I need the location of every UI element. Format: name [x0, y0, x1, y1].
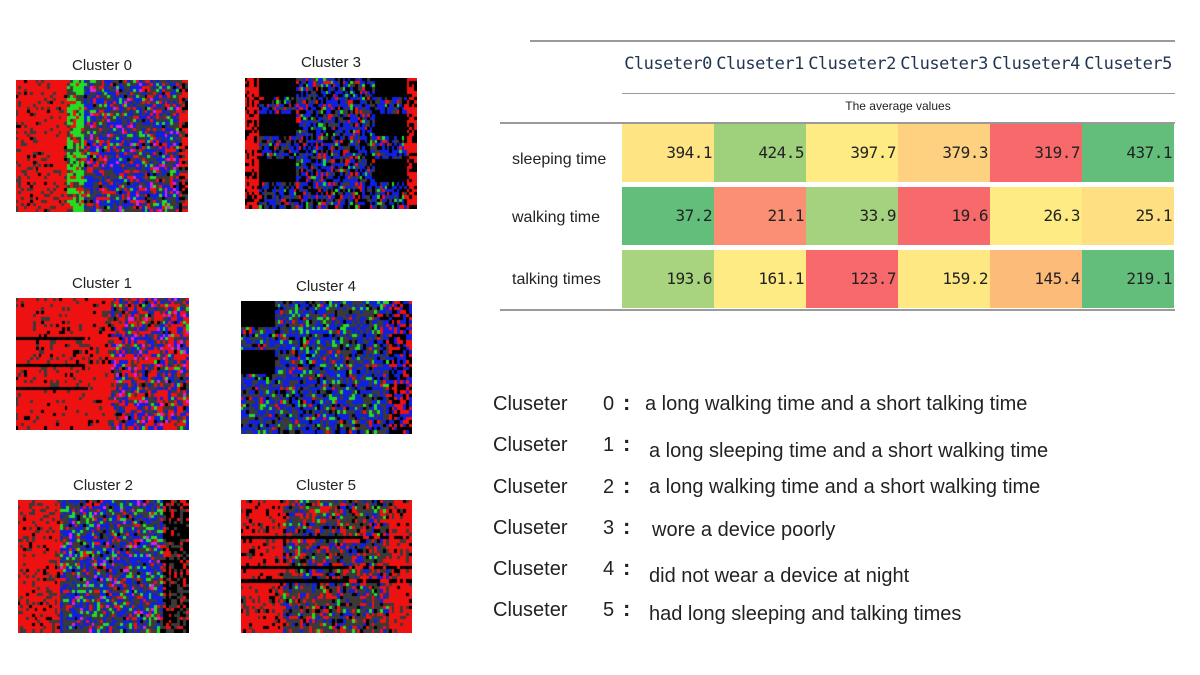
description-label: Cluseter	[493, 599, 568, 621]
table-top-rule	[530, 40, 1175, 42]
row-label-walking-time: walking time	[512, 209, 601, 226]
column-header-cluseter2: Cluseter2	[808, 54, 896, 74]
row-label-sleeping-time: sleeping time	[512, 151, 607, 168]
description-number: 2	[603, 476, 615, 498]
table-cell: 159.2	[898, 250, 990, 308]
table-cell: 25.1	[1082, 187, 1174, 245]
description-text: a long walking time and a short walking …	[649, 476, 1041, 498]
description-colon: :	[623, 390, 631, 415]
row-label-talking-times: talking times	[512, 271, 601, 288]
description-text: a long walking time and a short talking …	[645, 393, 1028, 415]
description-label: Cluseter	[493, 476, 568, 498]
description-colon: :	[623, 596, 631, 621]
column-header-cluseter5: Cluseter5	[1084, 54, 1172, 74]
column-header-cluseter3: Cluseter3	[900, 54, 988, 74]
description-label: Cluseter	[493, 558, 568, 580]
panel-title-cluster-0: Cluster 0	[71, 57, 133, 74]
panel-title-cluster-4: Cluster 4	[295, 278, 357, 295]
table-bottom-rule	[500, 309, 1175, 311]
table-subheader-rule	[500, 122, 1175, 124]
panel-title-cluster-1: Cluster 1	[71, 275, 133, 292]
table-cell: 19.6	[898, 187, 990, 245]
description-label: Cluseter	[493, 517, 568, 539]
column-header-cluseter4: Cluseter4	[992, 54, 1080, 74]
description-colon: :	[623, 431, 631, 456]
panel-title-cluster-5: Cluster 5	[295, 477, 357, 494]
table-subheader: The average values	[845, 99, 951, 113]
heatmap-cluster-0	[16, 80, 188, 212]
table-cell: 397.7	[806, 124, 898, 182]
table-cell: 424.5	[714, 124, 806, 182]
description-number: 5	[603, 599, 615, 621]
heatmap-cluster-3	[245, 78, 417, 209]
description-number: 1	[603, 434, 615, 456]
panel-title-cluster-3: Cluster 3	[300, 54, 362, 71]
table-cell: 26.3	[990, 187, 1082, 245]
description-text: a long sleeping time and a short walking…	[649, 440, 1049, 462]
table-cell: 33.9	[806, 187, 898, 245]
description-label: Cluseter	[493, 393, 568, 415]
description-text: wore a device poorly	[652, 519, 836, 541]
description-colon: :	[623, 473, 631, 498]
description-text: had long sleeping and talking times	[649, 603, 962, 625]
table-cell: 394.1	[622, 124, 714, 182]
table-cell: 161.1	[714, 250, 806, 308]
description-colon: :	[623, 555, 631, 580]
table-cell: 193.6	[622, 250, 714, 308]
description-number: 0	[603, 393, 615, 415]
description-label: Cluseter	[493, 434, 568, 456]
heatmap-cluster-1	[16, 298, 189, 430]
panel-title-cluster-2: Cluster 2	[72, 477, 134, 494]
table-cell: 123.7	[806, 250, 898, 308]
table-cell: 37.2	[622, 187, 714, 245]
table-header-rule	[622, 93, 1175, 94]
heatmap-cluster-5	[241, 500, 412, 633]
average-values-table: Cluseter0 Cluseter1 Cluseter2 Cluseter3 …	[500, 40, 1180, 315]
table-cell: 437.1	[1082, 124, 1174, 182]
heatmap-cluster-2	[18, 500, 189, 633]
table-cell: 145.4	[990, 250, 1082, 308]
table-cell: 219.1	[1082, 250, 1174, 308]
description-number: 4	[603, 558, 615, 580]
table-cell: 379.3	[898, 124, 990, 182]
heatmap-cluster-4	[241, 301, 412, 434]
column-header-cluseter0: Cluseter0	[624, 54, 712, 74]
description-colon: :	[623, 514, 631, 539]
description-number: 3	[603, 517, 615, 539]
table-cell: 21.1	[714, 187, 806, 245]
description-text: did not wear a device at night	[649, 565, 910, 587]
table-cell: 319.7	[990, 124, 1082, 182]
column-header-cluseter1: Cluseter1	[716, 54, 804, 74]
